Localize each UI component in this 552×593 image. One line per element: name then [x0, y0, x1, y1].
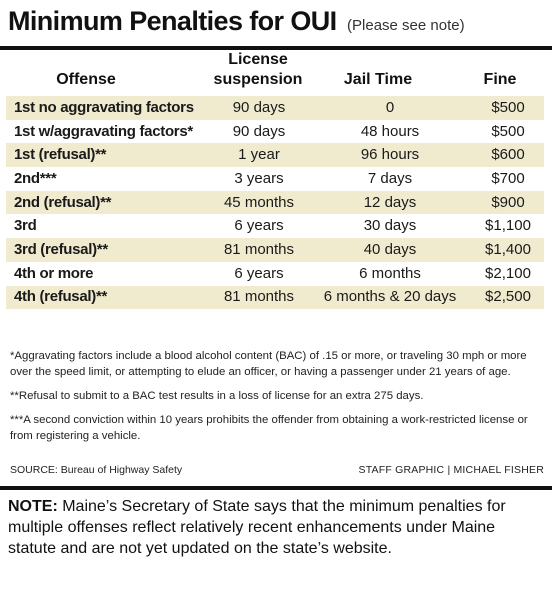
table-row: 1st (refusal)** 1 year 96 hours $600	[6, 143, 544, 168]
offense-cell: 3rd (refusal)**	[6, 238, 210, 262]
fine-cell: $500	[491, 122, 525, 140]
table-row: 4th or more 6 years 6 months $2,100	[6, 262, 544, 286]
license-cell: 81 months	[210, 238, 308, 262]
fine-cell: $1,100	[485, 217, 531, 235]
divider-rule	[0, 486, 552, 490]
note-text: Maine’s Secretary of State says that the…	[8, 498, 506, 557]
title-note: (Please see note)	[347, 17, 465, 34]
license-cell: 6 years	[234, 264, 284, 282]
license-cell: 45 months	[210, 190, 308, 215]
column-header-offense: Offense	[56, 71, 116, 88]
table-row: 1st w/aggravating factors* 90 days 48 ho…	[6, 120, 544, 144]
table-row: 1st no aggravating factors 90 days 0 $50…	[6, 96, 544, 120]
offense-cell: 3rd	[14, 217, 37, 235]
page-title: Minimum Penalties for OUI	[8, 6, 337, 36]
jail-cell: 0	[308, 96, 472, 120]
offense-cell: 1st no aggravating factors	[6, 96, 210, 120]
license-cell: 1 year	[210, 143, 308, 168]
license-cell: 3 years	[234, 169, 284, 187]
fine-cell: $900	[472, 190, 544, 215]
jail-cell: 7 days	[367, 169, 413, 187]
license-cell: 90 days	[210, 96, 308, 120]
note-label: NOTE:	[8, 498, 58, 515]
offense-cell: 1st w/aggravating factors*	[14, 122, 193, 140]
column-header-license: License suspension	[198, 50, 318, 90]
credit-line: STAFF GRAPHIC | MICHAEL FISHER	[358, 464, 544, 476]
column-header-fine: Fine	[483, 71, 517, 88]
jail-cell: 48 hours	[360, 122, 420, 140]
offense-cell: 4th (refusal)**	[6, 285, 210, 310]
footnotes: *Aggravating factors include a blood alc…	[10, 348, 546, 452]
title-row: Minimum Penalties for OUI (Please see no…	[8, 6, 548, 46]
offense-cell: 1st (refusal)**	[6, 143, 210, 168]
footnote-refusal: **Refusal to submit to a BAC test result…	[10, 390, 424, 402]
top-rule	[0, 46, 552, 50]
editor-note: NOTE: Maine’s Secretary of State says th…	[8, 496, 546, 559]
license-cell: 90 days	[232, 122, 286, 140]
footnote-second-conviction: ***A second conviction within 10 years p…	[10, 414, 528, 442]
footnote-aggravating: *Aggravating factors include a blood alc…	[10, 350, 527, 378]
jail-cell: 40 days	[308, 238, 472, 262]
table-row: 2nd*** 3 years 7 days $700	[6, 167, 544, 191]
column-header-jail: Jail Time	[343, 71, 413, 88]
fine-cell: $700	[491, 169, 525, 187]
license-cell: 6 years	[234, 217, 284, 235]
table-row: 3rd 6 years 30 days $1,100	[6, 214, 544, 238]
jail-cell: 12 days	[308, 190, 472, 215]
column-header-license-line2: suspension	[213, 71, 303, 88]
jail-cell: 6 months & 20 days	[308, 285, 472, 310]
fine-cell: $600	[472, 143, 544, 168]
jail-cell: 30 days	[363, 217, 417, 235]
table-row: 4th (refusal)** 81 months 6 months & 20 …	[6, 285, 544, 310]
offense-cell: 2nd***	[14, 169, 57, 187]
jail-cell: 96 hours	[308, 143, 472, 168]
table-row: 3rd (refusal)** 81 months 40 days $1,400	[6, 238, 544, 262]
penalties-table: 1st no aggravating factors 90 days 0 $50…	[6, 96, 544, 310]
fine-cell: $2,500	[472, 285, 544, 310]
fine-cell: $1,400	[472, 238, 544, 262]
table-row: 2nd (refusal)** 45 months 12 days $900	[6, 190, 544, 215]
offense-cell: 4th or more	[14, 264, 94, 282]
fine-cell: $2,100	[485, 264, 531, 282]
source-line: SOURCE: Bureau of Highway Safety	[10, 464, 183, 476]
offense-cell: 2nd (refusal)**	[6, 190, 210, 215]
fine-cell: $500	[472, 96, 544, 120]
column-header-license-line1: License	[228, 51, 288, 68]
license-cell: 81 months	[210, 285, 308, 310]
jail-cell: 6 months	[359, 264, 421, 282]
